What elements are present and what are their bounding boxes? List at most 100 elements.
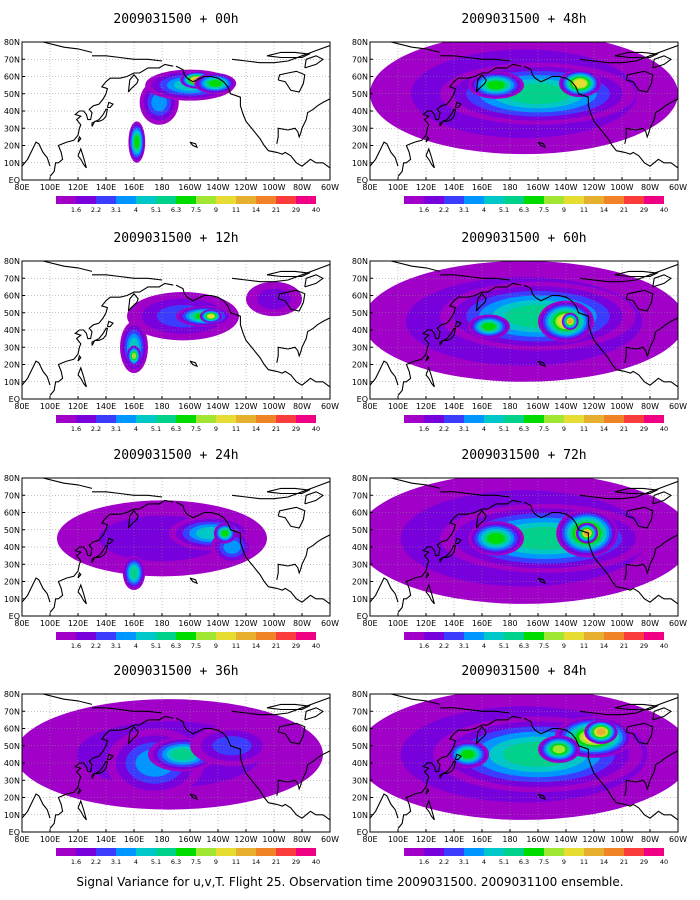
colorbar-swatch [56, 196, 76, 204]
x-tick-label: 160E [124, 835, 144, 844]
colorbar: 1.6 2.2 3.1 4 5.1 6.3 7.5 9 11 14 21 29 40 [56, 632, 320, 650]
colorbar-label: 29 [640, 206, 648, 214]
y-tick-label: 20N [352, 361, 368, 370]
colorbar-label: 5.1 [151, 425, 161, 433]
x-tick-label: 160W [178, 619, 201, 628]
y-tick-label: 20N [4, 794, 20, 803]
x-tick-label: 140E [444, 835, 464, 844]
colorbar-swatch [276, 415, 296, 423]
y-tick-label: 20N [4, 142, 20, 151]
colorbar-swatch [196, 632, 216, 640]
colorbar-swatch [236, 632, 256, 640]
colorbar-label: 14 [252, 642, 260, 650]
y-tick-label: 60N [352, 509, 368, 518]
colorbar-swatch [584, 415, 604, 423]
y-tick-label: 80N [352, 474, 368, 483]
coastlines [370, 694, 678, 829]
y-tick-label: 50N [352, 742, 368, 751]
colorbar-label: 6.3 [171, 425, 181, 433]
colorbar-swatch [484, 632, 504, 640]
x-tick-label: 140W [206, 835, 229, 844]
variance-contour [596, 728, 606, 736]
colorbar-swatch [504, 415, 524, 423]
colorbar-swatch [624, 415, 644, 423]
panel-72h: 2009031500 + 72h EQ 10N 20N 30N 40N 50N 60N 70N 8… [352, 448, 687, 650]
y-tick-label: 40N [352, 759, 368, 768]
colorbar-swatch [464, 848, 484, 856]
panel-title: 2009031500 + 48h [461, 12, 586, 27]
x-tick-label: 60W [321, 183, 339, 192]
y-tick-label: EQ [357, 828, 368, 837]
x-tick-label: 80W [293, 619, 311, 628]
y-tick-label: 70N [352, 55, 368, 64]
y-tick-label: 30N [352, 560, 368, 569]
colorbar-swatch [484, 415, 504, 423]
colorbar-label: 5.1 [151, 642, 161, 650]
y-tick-label: 50N [4, 742, 20, 751]
x-tick-label: 160W [178, 835, 201, 844]
colorbar-label: 29 [640, 858, 648, 866]
y-tick-label: 60N [4, 725, 20, 734]
x-tick-label: 160E [124, 402, 144, 411]
colorbar-swatch [56, 632, 76, 640]
colorbar-label: 2.2 [91, 206, 101, 214]
colorbar-label: 9 [562, 858, 566, 866]
colorbar-swatch [544, 196, 564, 204]
x-tick-label: 80W [641, 183, 659, 192]
y-tick-label: 50N [4, 90, 20, 99]
colorbar-swatch [136, 632, 156, 640]
colorbar-label: 7.5 [539, 425, 549, 433]
colorbar-label: 3.1 [111, 206, 121, 214]
panel-title: 2009031500 + 12h [113, 231, 238, 246]
colorbar-swatch [96, 196, 116, 204]
colorbar-swatch [236, 848, 256, 856]
panel-0h: 2009031500 + 00h EQ 10N 20N 30N 40N 50N 60N 70N 8… [4, 12, 339, 214]
colorbar-label: 11 [232, 858, 240, 866]
x-tick-label: 140E [96, 835, 116, 844]
y-tick-label: 70N [4, 55, 20, 64]
panel-24h: 2009031500 + 24h EQ 10N 20N 30N 40N 50N 60N 70N 8… [4, 448, 339, 650]
y-tick-label: EQ [9, 176, 20, 185]
y-tick-label: 80N [4, 474, 20, 483]
x-tick-label: 120E [68, 619, 88, 628]
colorbar-label: 1.6 [71, 642, 81, 650]
x-tick-label: 180 [502, 402, 517, 411]
colorbar-label: 7.5 [539, 858, 549, 866]
colorbar-label: 21 [272, 858, 280, 866]
x-tick-label: 180 [154, 835, 169, 844]
colorbar: 1.6 2.2 3.1 4 5.1 6.3 7.5 9 11 14 21 29 40 [404, 196, 668, 214]
y-tick-label: 20N [352, 794, 368, 803]
colorbar-swatch [584, 632, 604, 640]
x-tick-label: 120W [234, 835, 257, 844]
coastlines [22, 42, 330, 177]
x-tick-label: 160W [526, 183, 549, 192]
x-tick-label: 100E [388, 619, 408, 628]
x-tick-label: 80E [362, 835, 377, 844]
colorbar-label: 40 [312, 642, 320, 650]
colorbar-swatch [276, 848, 296, 856]
colorbar-label: 21 [272, 642, 280, 650]
panel-title: 2009031500 + 24h [113, 448, 238, 463]
variance-contour [208, 80, 222, 87]
x-tick-label: 160E [472, 402, 492, 411]
x-tick-label: 120W [234, 183, 257, 192]
x-tick-label: 80E [362, 183, 377, 192]
colorbar-swatch [116, 848, 136, 856]
colorbar-swatch [96, 848, 116, 856]
x-tick-label: 80W [293, 402, 311, 411]
x-tick-label: 120E [68, 402, 88, 411]
x-tick-label: 100E [388, 183, 408, 192]
x-tick-label: 80E [14, 183, 29, 192]
colorbar-swatch [424, 848, 444, 856]
variance-contour [461, 750, 475, 759]
colorbar-label: 2.2 [439, 206, 449, 214]
colorbar-label: 1.6 [419, 425, 429, 433]
x-tick-label: 60W [321, 619, 339, 628]
colorbar-swatch [236, 196, 256, 204]
colorbar-label: 5.1 [499, 425, 509, 433]
colorbar-swatch [604, 848, 624, 856]
y-tick-label: 70N [4, 707, 20, 716]
colorbar-swatch [56, 848, 76, 856]
colorbar-label: 9 [214, 206, 218, 214]
